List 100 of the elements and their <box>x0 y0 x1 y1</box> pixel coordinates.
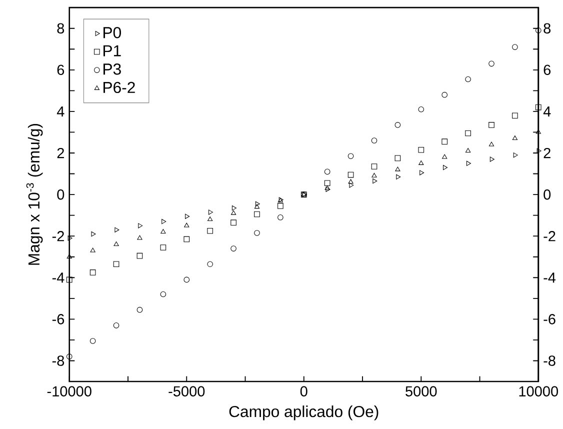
y2-tick-label: -8 <box>544 356 556 366</box>
point <box>535 27 542 34</box>
point <box>254 230 260 236</box>
point <box>535 104 542 110</box>
point <box>488 142 494 146</box>
point <box>372 172 377 178</box>
point <box>138 223 143 228</box>
point <box>207 228 213 234</box>
point <box>490 156 494 162</box>
y-tick-label: -2 <box>52 231 64 242</box>
point <box>326 186 330 192</box>
point <box>230 246 236 252</box>
point <box>162 218 166 224</box>
point <box>371 164 378 170</box>
y-tick-label: 6 <box>57 64 64 76</box>
point <box>114 227 120 232</box>
point <box>465 130 471 136</box>
point <box>442 138 448 144</box>
x-tick-label: 5000 <box>406 386 437 396</box>
legend-label: P3 <box>104 63 121 75</box>
legend-label: P1 <box>104 45 121 56</box>
y2-tick-label: -6 <box>544 314 556 324</box>
point <box>160 244 166 250</box>
point <box>90 270 96 276</box>
point <box>114 241 119 246</box>
point <box>137 235 142 240</box>
point <box>512 44 518 50</box>
point <box>512 136 518 140</box>
legend-label: P6-2 <box>104 82 135 94</box>
point <box>185 214 190 219</box>
y2-tick-label: -4 <box>544 272 556 283</box>
point <box>208 216 213 222</box>
point <box>442 154 448 159</box>
point <box>513 152 518 158</box>
point <box>113 322 120 328</box>
x-axis-title: Campo aplicado (Oe) <box>229 406 378 420</box>
point <box>349 182 354 188</box>
y-tick-label: 2 <box>57 148 64 158</box>
y-tick-label: -4 <box>52 272 64 283</box>
point <box>208 210 213 215</box>
point <box>372 178 378 184</box>
point <box>488 122 494 128</box>
y-tick-label: 8 <box>57 23 64 34</box>
point <box>536 129 541 134</box>
point <box>278 214 284 220</box>
point <box>160 228 166 234</box>
point <box>466 160 471 166</box>
point <box>420 170 424 176</box>
point <box>68 236 72 241</box>
point <box>442 92 448 98</box>
point <box>371 138 378 144</box>
point <box>90 338 96 344</box>
point <box>443 164 448 170</box>
point <box>232 205 236 211</box>
point <box>254 211 260 218</box>
legend-label: P0 <box>104 26 121 38</box>
point <box>348 172 354 178</box>
y2-tick-label: 4 <box>543 106 551 116</box>
point <box>66 276 72 283</box>
y-axis-title: Magn x 10$^{-3}$ (emu/g) <box>26 124 43 265</box>
x-tick-label: 10000 <box>519 386 558 396</box>
point <box>324 185 330 190</box>
point <box>418 146 424 153</box>
y2-tick-label: 8 <box>544 23 551 34</box>
point <box>136 252 143 259</box>
point <box>324 168 330 175</box>
point <box>418 106 424 112</box>
x-tick-label: -5000 <box>168 386 205 396</box>
point <box>207 261 213 268</box>
point <box>324 180 330 186</box>
y2-tick-label: 0 <box>544 189 551 200</box>
y2-tick-label: 2 <box>544 148 550 158</box>
point <box>465 148 471 152</box>
point <box>394 122 401 128</box>
y-tick-label: 4 <box>56 106 64 116</box>
point <box>465 76 471 82</box>
point <box>512 112 518 118</box>
y-tick-label: 0 <box>57 189 64 200</box>
point <box>418 160 424 165</box>
point <box>113 261 120 268</box>
x-tick-label: 0 <box>300 386 308 396</box>
y2-tick-label: -2 <box>544 231 556 242</box>
point <box>255 201 260 206</box>
point <box>394 155 401 162</box>
point <box>536 148 542 154</box>
point <box>395 166 400 172</box>
point <box>184 276 190 283</box>
point <box>91 231 96 237</box>
point <box>278 203 284 209</box>
x-tick-label: -10000 <box>47 386 92 396</box>
point <box>184 236 190 242</box>
point <box>230 210 236 215</box>
y-tick-label: -8 <box>52 356 64 366</box>
point <box>184 222 190 228</box>
point <box>254 204 260 209</box>
point <box>488 60 494 67</box>
point <box>66 354 72 360</box>
y2-tick-label: 6 <box>544 64 551 76</box>
point <box>160 291 166 298</box>
point <box>136 306 143 313</box>
